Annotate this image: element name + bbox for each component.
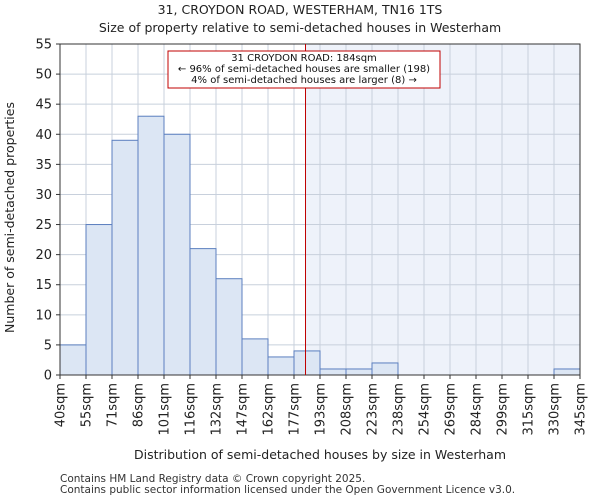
x-tick-label: 208sqm (340, 383, 355, 436)
bar (553, 368, 581, 376)
y-tick-label: 45 (35, 98, 52, 113)
annotation-box (167, 50, 441, 89)
y-tick-label: 10 (35, 308, 52, 323)
highlight-region (305, 44, 580, 375)
x-tick-label: 254sqm (418, 383, 433, 436)
x-tick-label: 315sqm (522, 383, 537, 436)
bar (163, 133, 191, 376)
y-tick-label: 55 (35, 38, 52, 53)
x-tick-label: 55sqm (80, 383, 95, 427)
histogram-chart: 0 5 10 15 20 25 30 35 40 45 50 55 40sqm 55sqm 71sqm 86s… (2, 38, 589, 463)
bar (189, 248, 217, 376)
x-tick-label: 330sqm (548, 383, 563, 436)
x-tick-label: 40sqm (54, 383, 69, 427)
bar (241, 338, 269, 376)
x-tick-label: 299sqm (496, 383, 511, 436)
x-axis-label: Distribution of semi-detached houses by … (134, 447, 506, 462)
x-tick-label: 101sqm (158, 383, 173, 436)
bar (85, 224, 113, 376)
bar (111, 139, 139, 376)
x-tick-label: 177sqm (288, 383, 303, 436)
bar (267, 356, 295, 376)
x-tick-label: 345sqm (574, 383, 589, 436)
x-tick-label: 162sqm (262, 383, 277, 436)
y-tick-label: 50 (35, 68, 52, 83)
annotation-line: ← 96% of semi-detached houses are smalle… (178, 64, 430, 75)
bar (215, 278, 243, 376)
x-tick-label: 132sqm (210, 383, 225, 436)
x-tick-label: 269sqm (444, 383, 459, 436)
bar (293, 350, 321, 376)
chart-subtitle: Size of property relative to semi-detach… (98, 20, 502, 35)
footer-line-1: Contains HM Land Registry data © Crown c… (60, 473, 366, 485)
footer-line-2: Contains public sector information licen… (60, 484, 516, 496)
y-tick-label: 15 (35, 278, 52, 293)
chart-title: 31, CROYDON ROAD, WESTERHAM, TN16 1TS (157, 2, 443, 17)
x-tick-label: 147sqm (236, 383, 251, 436)
x-tick-label: 193sqm (314, 383, 329, 436)
bar (371, 362, 399, 376)
annotation-line: 31 CROYDON ROAD: 184sqm (231, 53, 377, 64)
bar (137, 115, 165, 376)
y-tick-label: 0 (44, 369, 52, 384)
x-tick-label: 284sqm (470, 383, 485, 436)
annotation-line: 4% of semi-detached houses are larger (8… (191, 75, 417, 86)
y-tick-label: 35 (35, 158, 52, 173)
x-tick-label: 86sqm (132, 383, 147, 427)
y-tick-label: 20 (35, 248, 52, 263)
x-tick-label: 238sqm (392, 383, 407, 436)
y-tick-label: 30 (35, 188, 52, 203)
y-tick-label: 25 (35, 218, 52, 233)
y-tick-label: 5 (44, 338, 52, 353)
bar (345, 368, 373, 376)
bar (319, 368, 347, 376)
y-tick-label: 40 (35, 128, 52, 143)
x-tick-label: 223sqm (366, 383, 381, 436)
x-tick-label: 116sqm (184, 383, 199, 436)
bar (59, 344, 87, 376)
y-axis-label: Number of semi-detached properties (2, 102, 17, 333)
x-tick-label: 71sqm (106, 383, 121, 427)
